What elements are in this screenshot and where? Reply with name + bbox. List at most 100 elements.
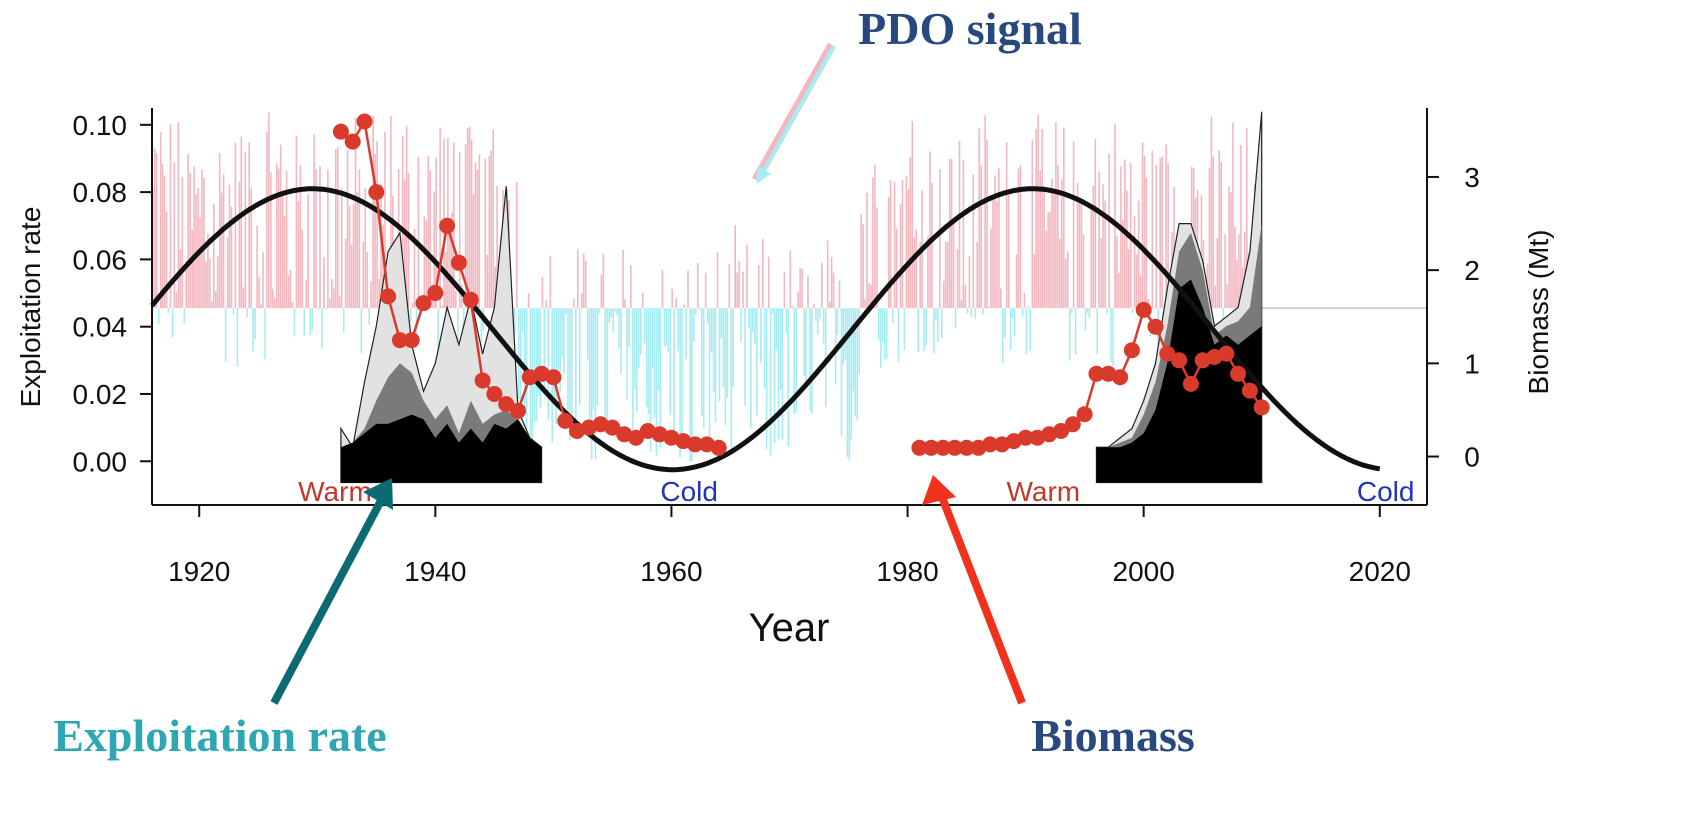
pdo-bar	[750, 308, 752, 428]
pdo-bar	[748, 308, 750, 328]
pdo-bar	[1031, 139, 1034, 309]
pdo-bar	[1141, 142, 1144, 309]
pdo-bar	[1122, 220, 1124, 309]
pdo-bar	[445, 251, 447, 309]
pdo-bar	[1094, 138, 1097, 309]
pdo-bar	[569, 308, 571, 441]
pdo-bar	[157, 308, 160, 325]
pdo-bar	[883, 308, 886, 360]
pdo-bar	[545, 300, 548, 309]
pdo-bar	[732, 308, 734, 388]
exploitation-point	[1218, 345, 1235, 362]
exploitation-point	[1135, 301, 1152, 318]
pdo-bar	[1159, 157, 1161, 309]
pdo-bar	[836, 308, 839, 336]
pdo-bar	[1007, 192, 1010, 309]
pdo-bar	[935, 308, 937, 321]
pdo-bar	[382, 224, 384, 309]
pdo-bar	[205, 261, 207, 309]
pdo-bar	[356, 191, 359, 309]
pdo-bar	[602, 253, 605, 309]
pdo-bar	[620, 308, 622, 374]
pdo-bar	[1133, 215, 1136, 309]
pdo-bar	[478, 154, 481, 309]
pdo-bar	[213, 203, 215, 309]
pdo-bar	[1126, 190, 1128, 309]
pdo-bar	[807, 276, 809, 309]
phase-label-warm: Warm	[298, 476, 372, 507]
pdo-bar	[665, 308, 668, 346]
exploitation-point	[946, 439, 963, 456]
pdo-bar	[201, 169, 203, 309]
pdo-bar	[950, 159, 953, 309]
pdo-bar	[289, 269, 292, 309]
y-left-tick-label: 0.10	[73, 110, 128, 141]
pdo-bar	[663, 308, 666, 347]
pdo-bar	[1090, 206, 1093, 309]
pdo-bar	[449, 221, 451, 309]
pdo-bar	[240, 136, 243, 309]
pdo-bar	[224, 308, 227, 363]
pdo-bar	[181, 176, 184, 309]
pdo-bar	[683, 304, 685, 309]
pdo-bar	[860, 213, 862, 309]
pdo-bar	[543, 308, 546, 389]
pdo-bar	[279, 144, 282, 309]
pdo-bar	[856, 308, 858, 420]
pdo-bar	[992, 198, 994, 309]
pdo-bar	[600, 275, 603, 309]
pdo-bar	[1021, 308, 1024, 317]
pdo-bar	[441, 305, 443, 309]
pdo-bar	[887, 197, 890, 309]
pdo-bar	[941, 308, 943, 339]
pdo-bar	[523, 308, 526, 415]
pdo-bar	[468, 126, 471, 309]
pdo-bar	[1051, 179, 1053, 309]
y-right-tick-label: 1	[1464, 348, 1480, 379]
pdo-bar	[1004, 308, 1006, 338]
pdo-bar	[177, 122, 180, 309]
pdo-bar	[1131, 308, 1134, 314]
pdo-bar	[366, 252, 369, 309]
pdo-bar	[264, 308, 266, 360]
pdo-bar	[913, 237, 916, 309]
pdo-bar	[594, 308, 597, 459]
pdo-bar	[1244, 231, 1246, 309]
pdo-bar	[872, 177, 874, 309]
pdo-bar	[1082, 234, 1085, 309]
pdo-bar	[285, 170, 288, 309]
exploitation-point	[415, 295, 432, 312]
pdo-bar	[154, 148, 156, 309]
pdo-bar	[1023, 292, 1026, 309]
pdo-bar	[708, 308, 711, 445]
pdo-bar	[246, 308, 248, 318]
pdo-bar	[1092, 185, 1095, 309]
pdo-bar	[974, 308, 977, 319]
pdo-bar	[260, 304, 262, 309]
pdo-bar	[671, 288, 673, 309]
pdo-bar	[577, 249, 579, 309]
exploitation-point	[1053, 423, 1069, 439]
pdo-bar	[1143, 155, 1146, 309]
phase-label-cold: Cold	[1357, 476, 1415, 507]
phase-labels: Warm Cold Warm Cold	[298, 476, 1414, 507]
pdo-bar	[1216, 238, 1219, 309]
pdo-bar	[925, 308, 927, 346]
pdo-bar	[956, 248, 959, 309]
pdo-bar	[1076, 182, 1079, 309]
pdo-bar	[268, 112, 270, 309]
pdo-bar	[787, 308, 790, 447]
pdo-bar	[590, 308, 593, 460]
pdo-bar	[423, 216, 426, 309]
pdo-bar	[610, 308, 612, 318]
pdo-bar	[858, 308, 860, 375]
pdo-bar	[354, 117, 357, 309]
pdo-bar	[435, 157, 437, 309]
pdo-bar	[372, 115, 374, 309]
pdo-bar	[675, 297, 677, 309]
pdo-bar	[238, 181, 241, 309]
pdo-bar	[978, 128, 980, 309]
pdo-bar	[817, 308, 819, 335]
pdo-bar	[1041, 129, 1043, 309]
pdo-bar	[338, 296, 341, 309]
